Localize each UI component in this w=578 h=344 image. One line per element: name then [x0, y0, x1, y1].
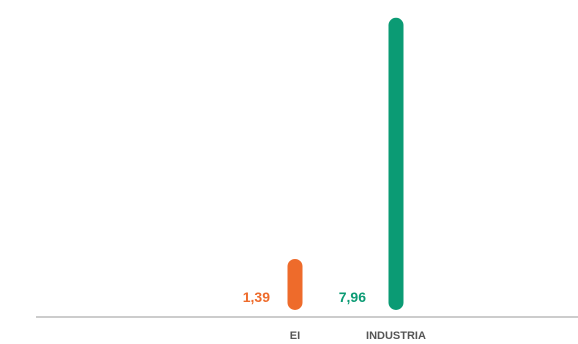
bars-layer: 1,39 EI 7,96 INDUSTRIA	[243, 17, 426, 342]
category-label-industria: INDUSTRIA	[366, 330, 426, 342]
value-label-industria: 7,96	[339, 289, 366, 305]
bar-ei	[287, 258, 303, 310]
value-label-ei: 1,39	[243, 289, 270, 305]
bar-industria	[388, 17, 404, 311]
category-label-ei: EI	[290, 330, 300, 342]
